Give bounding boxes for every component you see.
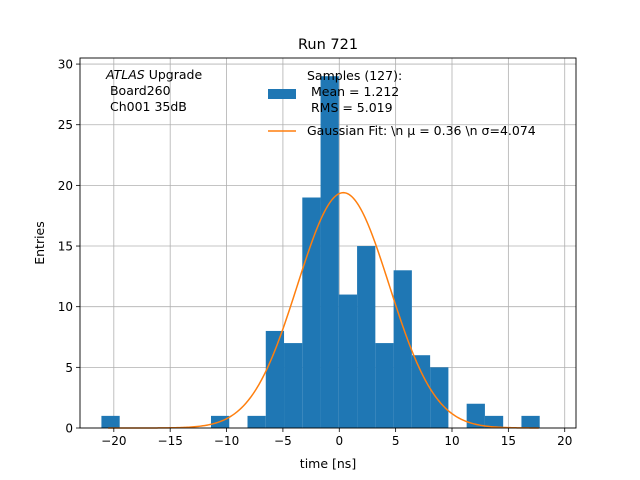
atlas-annotation: ATLAS Upgrade Board260 Ch001 35dB (105, 67, 202, 114)
axis-ticks: −20 −15 −10 −5 0 5 10 15 20 0 5 10 15 20 25 30 (58, 58, 573, 448)
x-tick-label: −10 (214, 434, 239, 448)
histogram-bar (411, 355, 431, 428)
x-tick-label: 20 (557, 434, 572, 448)
y-tick-label: 20 (58, 179, 73, 193)
annotation-upgrade: Upgrade (145, 67, 203, 82)
y-tick-label: 5 (65, 361, 73, 375)
y-tick-label: 30 (58, 58, 73, 72)
legend-fit-label: Gaussian Fit: \n μ = 0.36 \n σ=4.074 (307, 123, 536, 138)
histogram-bar (430, 367, 449, 428)
y-tick-label: 10 (58, 300, 73, 314)
histogram-bar (375, 343, 394, 428)
histogram-bar (357, 246, 376, 428)
x-tick-label: 0 (335, 434, 343, 448)
histogram-bar (247, 415, 266, 428)
x-tick-label: 10 (444, 434, 459, 448)
chart-title: Run 721 (298, 37, 358, 53)
legend-hist-line-1: Samples (127): (307, 68, 402, 83)
histogram-bars (101, 76, 540, 429)
histogram-bar (302, 197, 321, 428)
y-axis-label: Entries (32, 221, 47, 265)
axes-frame (79, 57, 577, 429)
histogram-bar (521, 415, 540, 428)
x-tick-label: 5 (392, 434, 400, 448)
histogram-bar (466, 403, 485, 428)
annotation-line-3: Ch001 35dB (106, 99, 187, 114)
histogram-bar (101, 415, 120, 428)
legend: Samples (127): Mean = 1.212 RMS = 5.019 … (268, 68, 536, 138)
histogram-bar (265, 330, 285, 428)
legend-hist-swatch (268, 89, 296, 99)
annotation-atlas: ATLAS (105, 67, 145, 82)
histogram-bar (393, 270, 412, 428)
x-axis-label: time [ns] (300, 456, 356, 471)
y-tick-label: 0 (65, 422, 73, 436)
annotation-line-2: Board260 (106, 83, 171, 98)
histogram-bar (284, 343, 303, 428)
legend-hist-line-3: RMS = 5.019 (307, 100, 393, 115)
histogram-bar (320, 76, 339, 429)
x-tick-label: −20 (101, 434, 126, 448)
x-tick-label: 15 (501, 434, 516, 448)
annotation-line-1: ATLAS Upgrade (105, 67, 202, 82)
x-tick-label: −5 (274, 434, 292, 448)
y-tick-label: 15 (58, 240, 73, 254)
y-tick-label: 25 (58, 118, 73, 132)
histogram-bar (338, 294, 358, 428)
x-tick-label: −15 (158, 434, 183, 448)
histogram-bar (484, 415, 504, 428)
legend-hist-line-2: Mean = 1.212 (307, 84, 399, 99)
